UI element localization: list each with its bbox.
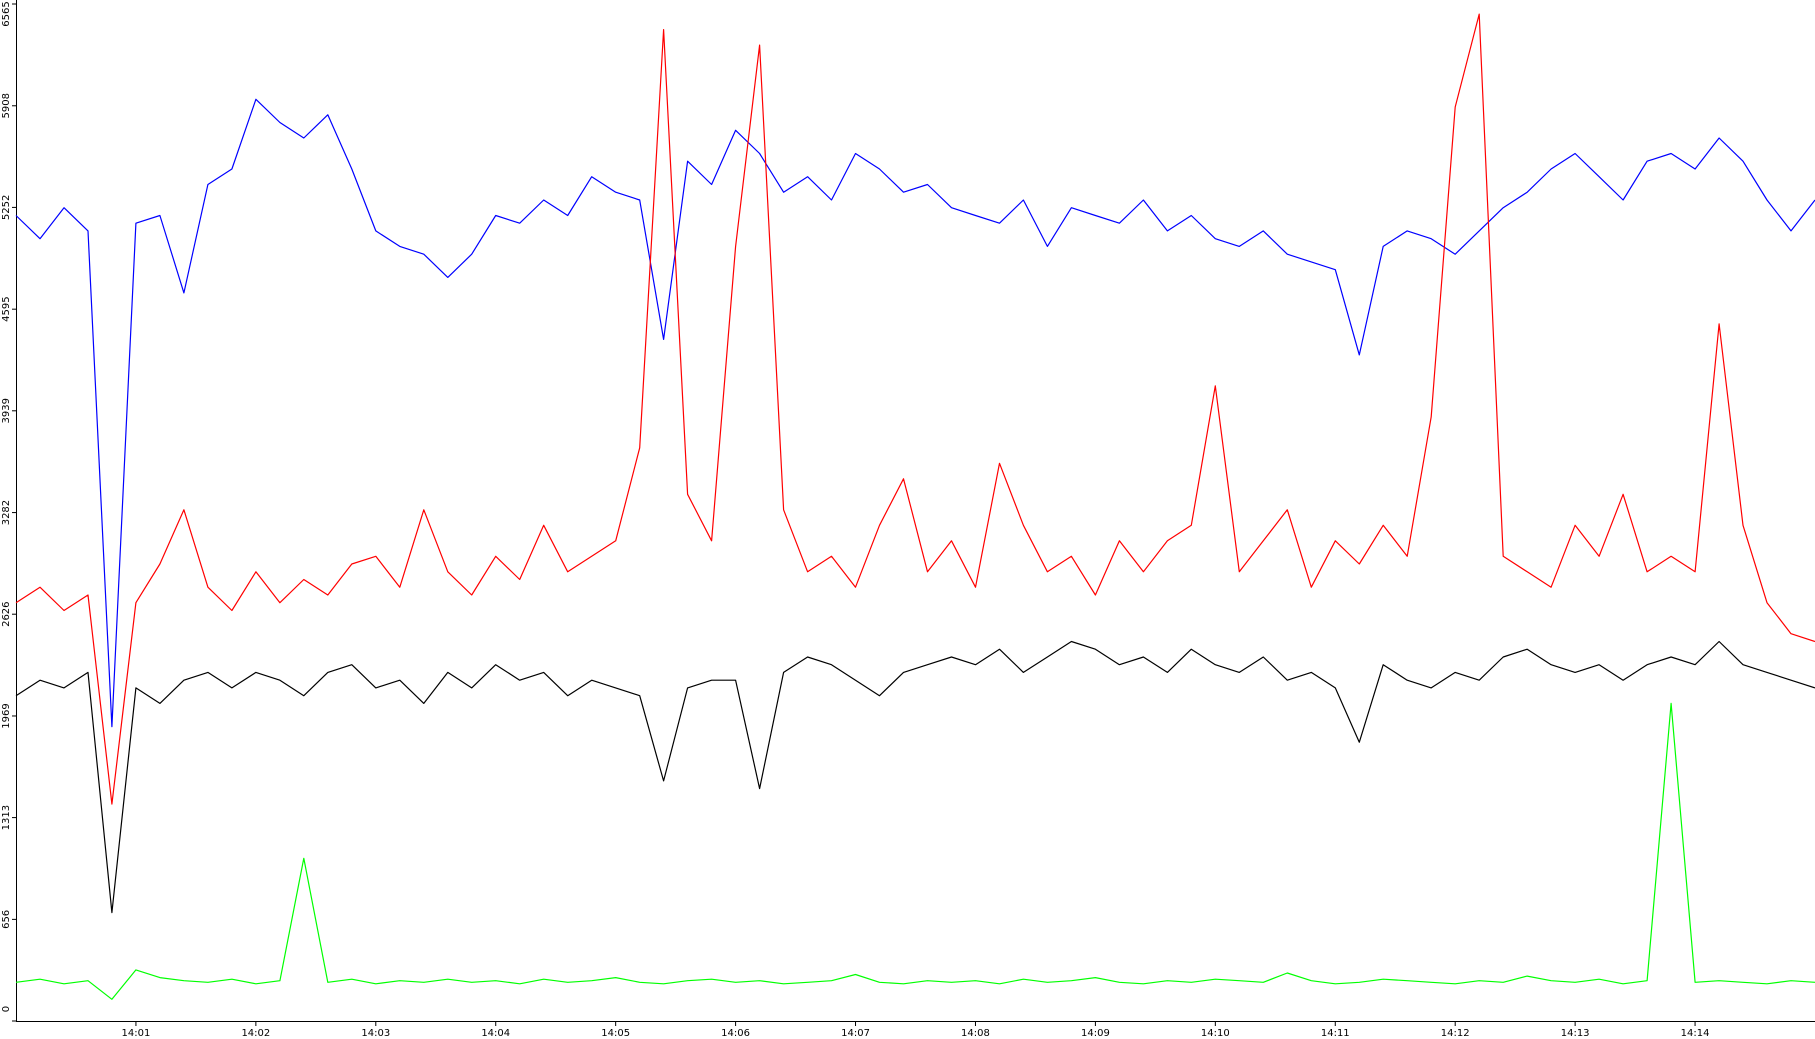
x-tick-label: 14:11 (1321, 1028, 1350, 1039)
y-tick-label: 1969 (1, 703, 12, 728)
x-tick-label: 14:09 (1081, 1028, 1110, 1039)
x-tick-label: 14:08 (961, 1028, 990, 1039)
y-tick-label: 0 (1, 1006, 12, 1012)
y-tick-label: 5252 (1, 195, 12, 220)
x-tick-label: 14:01 (122, 1028, 151, 1039)
y-tick-label: 2626 (1, 601, 12, 626)
y-tick-label: 3282 (1, 500, 12, 525)
series-line (15, 98, 1815, 728)
x-tick-label: 14:12 (1441, 1028, 1470, 1039)
y-tick-label: 3939 (1, 398, 12, 423)
series-line (15, 640, 1815, 914)
x-tick-label: 14:03 (361, 1028, 390, 1039)
x-tick-label: 14:14 (1681, 1028, 1710, 1039)
x-tick-label: 14:13 (1561, 1028, 1590, 1039)
x-tick-label: 14:02 (241, 1028, 270, 1039)
x-tick-label: 14:04 (481, 1028, 510, 1039)
y-tick-label: 5908 (1, 93, 12, 118)
x-tick-label: 14:06 (721, 1028, 750, 1039)
series-line (15, 702, 1815, 1000)
x-tick-label: 14:05 (601, 1028, 630, 1039)
y-tick-label: 4595 (1, 296, 12, 321)
y-tick-label: 1313 (1, 805, 12, 830)
x-tick-label: 14:07 (841, 1028, 870, 1039)
y-tick-label: 656 (1, 910, 12, 929)
y-tick-label: 6565 (1, 1, 12, 26)
x-tick-label: 14:10 (1201, 1028, 1230, 1039)
series-line (15, 13, 1815, 805)
